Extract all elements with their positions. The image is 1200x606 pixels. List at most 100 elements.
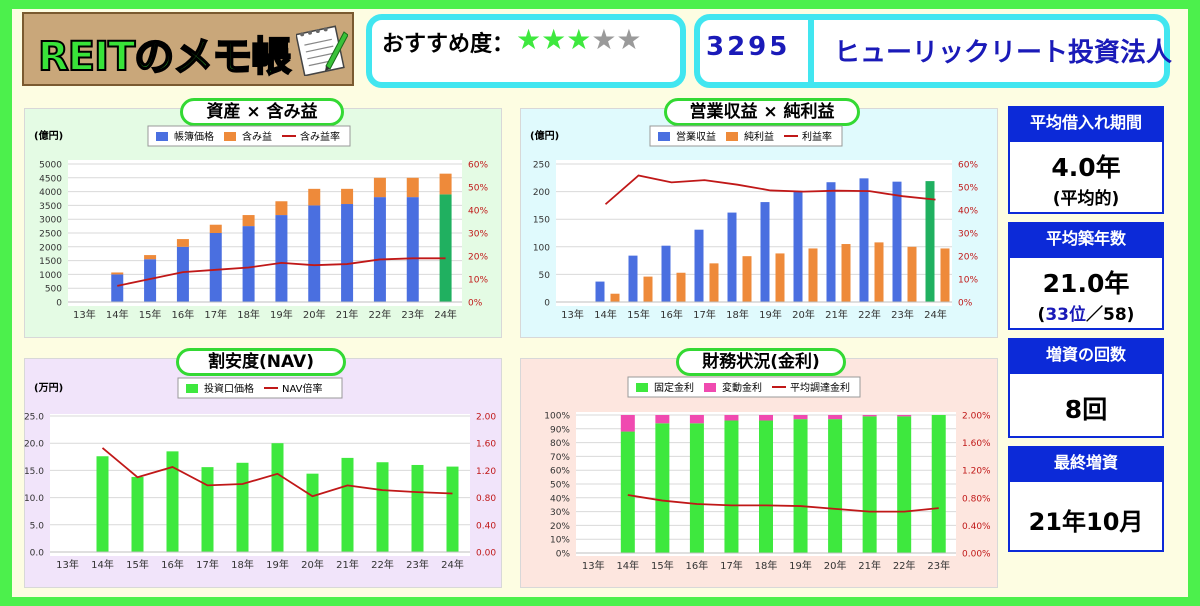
revenue-y-tick-label: 150	[533, 216, 550, 226]
assets-x-tick-label: 21年	[336, 308, 359, 321]
star-rating: ★★★★★	[516, 26, 642, 54]
nav-x-tick-label: 18年	[231, 558, 254, 571]
nav-legend-label: 投資口価格	[204, 382, 254, 395]
nav-y-tick-label: 10.0	[24, 494, 44, 504]
revenue-bar-secondary	[742, 256, 752, 302]
revenue-bar-primary	[892, 181, 902, 302]
revenue-y-tick-label: 100	[533, 243, 550, 253]
nav-bar-primary	[201, 467, 214, 552]
finance-y-tick-label: 30%	[550, 508, 570, 518]
assets-legend-label: 含み益	[242, 130, 272, 143]
finance-x-tick-label: 13年	[582, 559, 605, 572]
borrow-value: 4.0年	[1051, 153, 1121, 182]
finance-bar-primary	[828, 419, 843, 553]
assets-y2-tick-label: 20%	[468, 253, 488, 263]
revenue-y2-tick-label: 60%	[958, 161, 978, 171]
nav-x-tick-label: 16年	[161, 558, 184, 571]
assets-x-tick-label: 14年	[106, 308, 129, 321]
finance-bar-secondary	[862, 415, 877, 417]
revenue-title: 営業収益 × 純利益	[664, 98, 860, 126]
revenue-bar-secondary	[709, 263, 719, 302]
assets-ratio-line	[117, 257, 446, 287]
revenue-x-tick-label: 14年	[594, 308, 617, 321]
nav-y2-tick-label: 1.60	[476, 440, 496, 450]
revenue-bar-secondary	[775, 253, 785, 302]
nav-x-tick-label: 21年	[336, 558, 359, 571]
revenue-y-tick-label: 0	[544, 299, 550, 309]
revenue-bar-primary	[826, 182, 836, 302]
nav-y-tick-label: 0.0	[30, 549, 45, 559]
finance-title: 財務状況(金利)	[676, 348, 846, 376]
revenue-bar-primary	[727, 212, 737, 302]
finance-bar-primary	[724, 420, 739, 553]
revenue-bar-secondary	[907, 246, 917, 302]
finance-bar-primary	[862, 416, 877, 553]
finance-x-tick-label: 17年	[720, 559, 743, 572]
revenue-x-tick-label: 17年	[693, 308, 716, 321]
nav-x-tick-label: 17年	[196, 558, 219, 571]
finance-bar-secondary	[724, 415, 739, 421]
revenue-y2-tick-label: 40%	[958, 207, 978, 217]
revenue-legend-label: 純利益	[744, 130, 774, 143]
assets-bar-secondary	[144, 255, 157, 260]
recommend-box	[366, 14, 686, 88]
nav-bar-primary	[96, 456, 109, 552]
age-value: 21.0年	[1042, 269, 1130, 298]
finance-x-tick-label: 15年	[651, 559, 674, 572]
last-value-box: 21年10月	[1008, 480, 1164, 552]
logo: REITのメモ帳	[22, 12, 354, 86]
assets-y-tick-label: 1000	[39, 271, 62, 281]
nav-bar-primary	[306, 473, 319, 552]
assets-bar-secondary	[242, 215, 255, 227]
revenue-x-tick-label: 13年	[561, 308, 584, 321]
nav-y2-tick-label: 0.00	[476, 549, 496, 559]
revenue-unit-label: (億円)	[530, 129, 559, 142]
revenue-ratio-line	[604, 174, 936, 205]
revenue-y2-tick-label: 20%	[958, 253, 978, 263]
revenue-bar-primary	[595, 281, 605, 302]
stars-filled: ★★★	[516, 23, 592, 56]
finance-x-tick-label: 18年	[755, 559, 778, 572]
revenue-y2-tick-label: 50%	[958, 184, 978, 194]
nav-y-tick-label: 20.0	[24, 440, 44, 450]
finance-bar-secondary	[793, 415, 808, 420]
revenue-bar-secondary	[643, 276, 653, 302]
finance-legend-label: 固定金利	[654, 381, 694, 394]
nav-unit-label: (万円)	[34, 382, 63, 394]
finance-y2-tick-label: 0.80%	[962, 494, 991, 504]
assets-bar-secondary	[176, 239, 189, 247]
revenue-bar-secondary	[808, 248, 818, 302]
assets-y-tick-label: 5000	[39, 161, 62, 171]
assets-y-tick-label: 2000	[39, 243, 62, 253]
finance-bar-primary	[897, 416, 912, 553]
assets-y2-tick-label: 0%	[468, 299, 483, 309]
nav-x-tick-label: 19年	[266, 558, 289, 571]
revenue-x-tick-label: 22年	[858, 308, 881, 321]
nav-x-tick-label: 20年	[301, 558, 324, 571]
assets-bar-primary	[209, 233, 222, 302]
nav-bar-primary	[376, 462, 389, 552]
revenue-x-tick-label: 16年	[660, 308, 683, 321]
revenue-bar-secondary	[940, 248, 950, 302]
assets-x-tick-label: 16年	[172, 308, 195, 321]
finance-y-tick-label: 20%	[550, 522, 570, 532]
nav-legend-swatch	[186, 384, 198, 393]
revenue-x-tick-label: 15年	[627, 308, 650, 321]
assets-y-tick-label: 1500	[39, 257, 62, 267]
revenue-x-tick-label: 24年	[924, 308, 947, 321]
finance-bar-primary	[689, 423, 704, 553]
finance-y2-tick-label: 0.40%	[962, 522, 991, 532]
assets-legend-box	[147, 125, 351, 147]
revenue-bar-primary	[925, 181, 935, 302]
revenue-y2-tick-label: 10%	[958, 276, 978, 286]
assets-x-tick-label: 13年	[73, 308, 96, 321]
nav-title: 割安度(NAV)	[176, 348, 346, 376]
revenue-bar-primary	[628, 255, 638, 302]
assets-x-tick-label: 15年	[139, 308, 162, 321]
finance-bar-secondary	[620, 415, 635, 432]
revenue-legend-label: 利益率	[802, 130, 832, 143]
finance-y-tick-label: 10%	[550, 536, 570, 546]
assets-bar-secondary	[373, 177, 386, 198]
age-rank: 33位	[1045, 305, 1086, 325]
revenue-x-tick-label: 20年	[792, 308, 815, 321]
